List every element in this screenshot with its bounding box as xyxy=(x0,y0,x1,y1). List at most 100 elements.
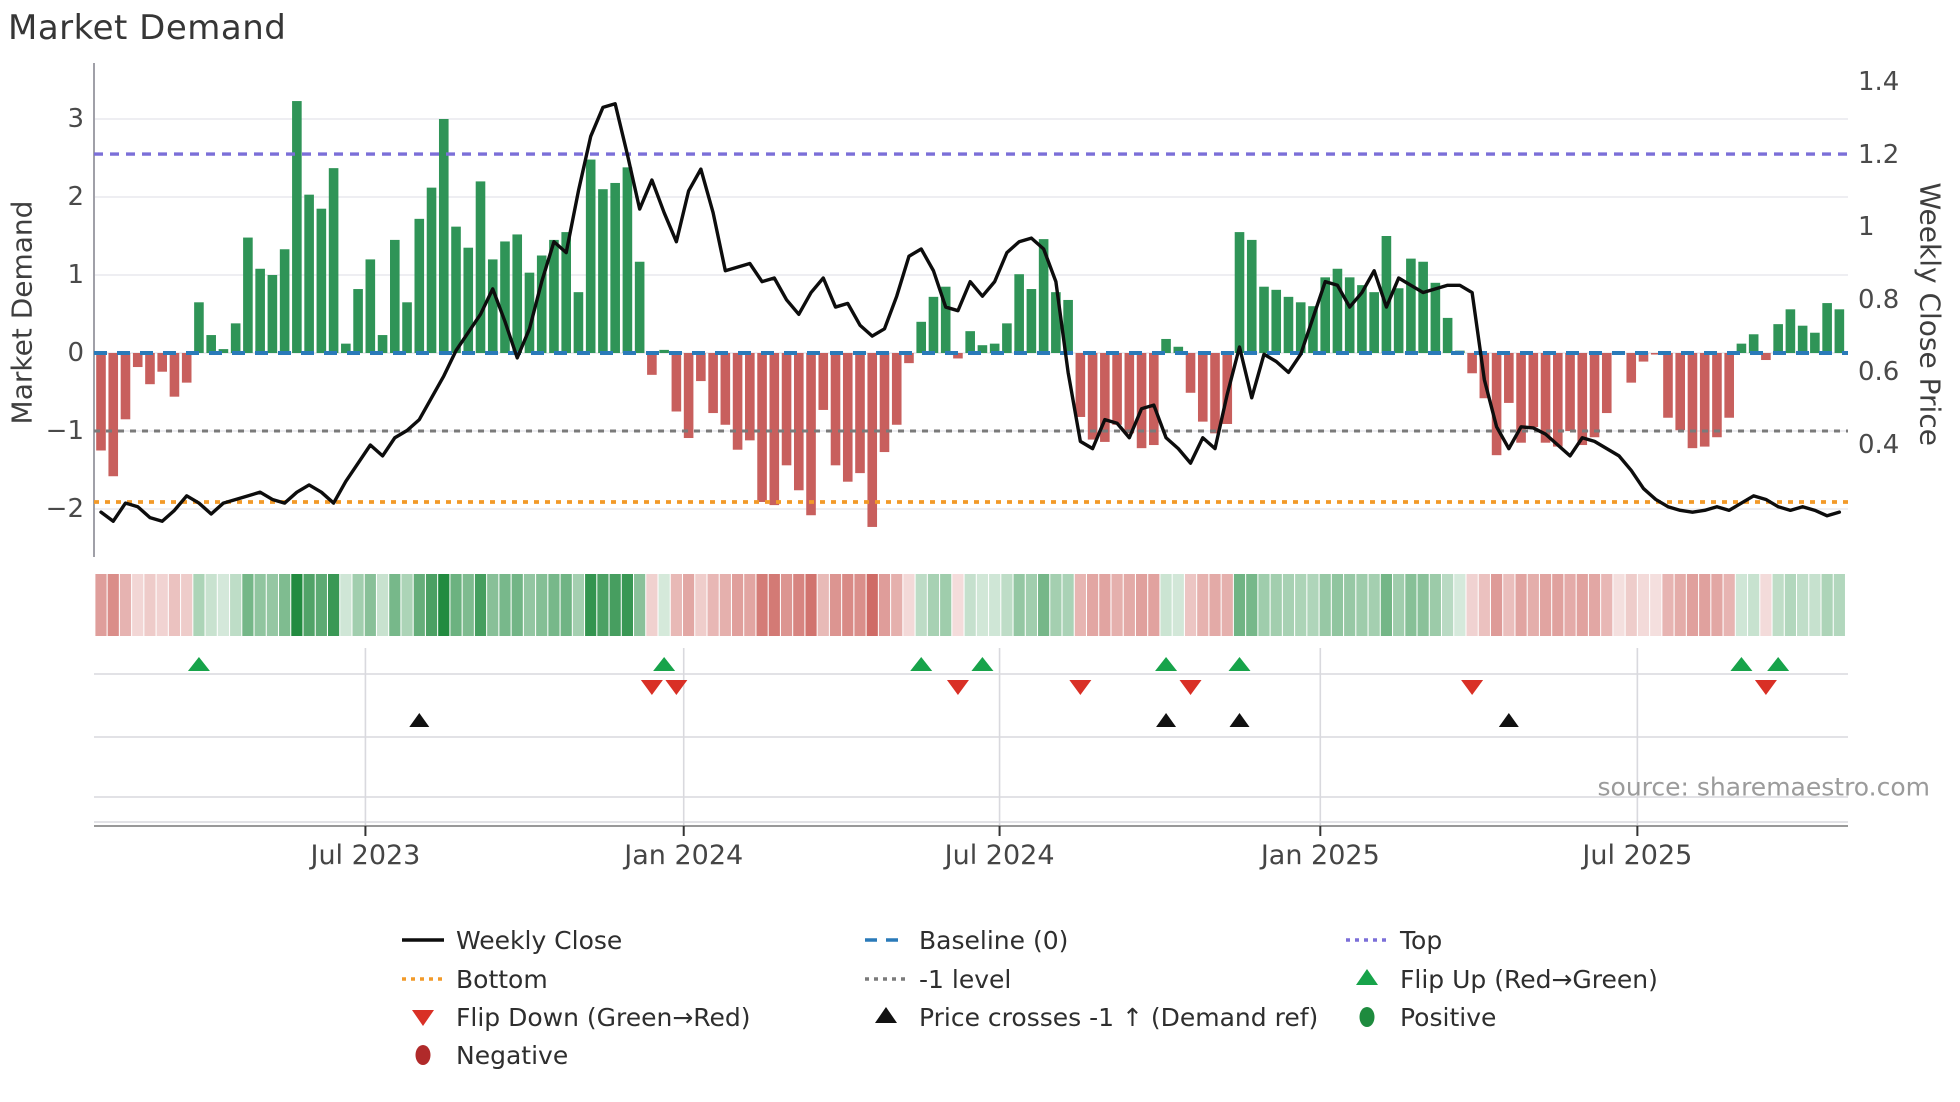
price-cross-marker-icon xyxy=(409,713,430,727)
flip-up-marker-icon xyxy=(1730,657,1753,671)
heatmap-cell xyxy=(793,574,805,636)
flip-up-marker-icon xyxy=(653,657,676,671)
heatmap-cell xyxy=(1576,574,1588,636)
heatmap-cell xyxy=(1393,574,1405,636)
heatmap-cell xyxy=(1735,574,1748,636)
heatmap-cell xyxy=(438,574,450,636)
heatmap-cell xyxy=(1148,574,1160,636)
heatmap-cell xyxy=(719,574,731,636)
heatmap-cell xyxy=(315,574,327,636)
heatmap-cell xyxy=(817,574,829,636)
heatmap-cell xyxy=(927,574,940,636)
flip-up-marker-icon xyxy=(1155,657,1178,671)
right-tick-label: 1.4 xyxy=(1858,67,1900,97)
left-tick-label: 0 xyxy=(67,338,84,368)
legend-label: -1 level xyxy=(919,964,1012,994)
demand-bar xyxy=(1675,353,1686,431)
heatmap-cell xyxy=(1711,574,1723,636)
legend-item-price-crosses-1-demand-ref: Price crosses -1 ↑ (Demand ref) xyxy=(863,1002,1318,1032)
legend-item-bottom: Bottom xyxy=(400,964,548,994)
legend-label: Baseline (0) xyxy=(919,925,1069,955)
x-tick-label: Jan 2025 xyxy=(1260,840,1380,871)
heatmap-cell xyxy=(915,574,927,636)
heatmap-cell xyxy=(254,574,266,636)
legend-marker xyxy=(400,1003,446,1031)
demand-bar xyxy=(377,335,388,353)
heatmap-cell xyxy=(168,574,181,636)
x-tick-label: Jul 2023 xyxy=(310,840,421,871)
demand-bar xyxy=(940,286,951,353)
heatmap-cell xyxy=(1478,574,1490,636)
demand-bar xyxy=(1712,353,1722,438)
demand-bar xyxy=(1528,353,1539,428)
demand-bar xyxy=(414,218,425,353)
weekly-close-line xyxy=(99,102,1842,523)
heatmap-cell xyxy=(1380,574,1393,636)
heatmap-cell xyxy=(585,574,597,636)
demand-bar xyxy=(1516,353,1526,443)
legend-item-1-level: -1 level xyxy=(863,964,1011,994)
heatmap-cell xyxy=(401,574,413,636)
legend-tri-up-icon xyxy=(875,1007,897,1023)
demand-bar xyxy=(353,289,363,353)
demand-bar xyxy=(1246,239,1257,353)
heatmap-cell xyxy=(1833,574,1845,636)
heatmap-cell xyxy=(1466,574,1478,636)
demand-bar xyxy=(818,353,829,410)
demand-bar xyxy=(1075,353,1086,417)
heatmap-cell xyxy=(1062,574,1074,636)
heatmap-cell xyxy=(107,574,119,636)
left-axis-title: Market Demand xyxy=(5,200,39,425)
left-tick-label: −1 xyxy=(45,416,84,446)
demand-bar xyxy=(757,353,767,502)
demand-bar xyxy=(732,353,743,450)
demand-bar xyxy=(279,249,290,353)
demand-bar xyxy=(781,353,792,466)
legend-marker xyxy=(400,926,446,954)
heatmap-cell xyxy=(952,574,964,636)
demand-bar xyxy=(169,353,180,397)
demand-bar xyxy=(1699,353,1710,447)
right-tick-label: 0.6 xyxy=(1858,357,1900,388)
heatmap-cell xyxy=(1821,574,1833,636)
heatmap-cell xyxy=(621,574,634,636)
demand-bar xyxy=(659,349,669,353)
demand-bar xyxy=(1467,353,1477,374)
heatmap-cell xyxy=(891,574,903,636)
demand-bar xyxy=(1577,353,1588,446)
demand-bar xyxy=(451,226,461,353)
heatmap-cell xyxy=(1564,574,1576,636)
heatmap-cell xyxy=(768,574,780,636)
heatmap-cell xyxy=(609,574,621,636)
heatmap-cell xyxy=(1184,574,1197,636)
heatmap-cell xyxy=(903,574,915,636)
heatmap-cell xyxy=(1356,574,1368,636)
heatmap-cell xyxy=(597,574,609,636)
heatmap-cell xyxy=(1625,574,1637,636)
heatmap-cell xyxy=(279,574,291,636)
demand-bar xyxy=(1724,353,1734,418)
heatmap-cell xyxy=(1233,574,1246,636)
flip-up-marker-icon xyxy=(1767,657,1790,671)
legend-dots-icon xyxy=(402,977,444,981)
demand-bar xyxy=(708,353,718,414)
heatmap-cell xyxy=(1662,574,1674,636)
demand-bar xyxy=(634,261,645,353)
heatmap-cell xyxy=(940,574,952,636)
heatmap-cell xyxy=(1246,574,1258,636)
heatmap-cell xyxy=(230,574,242,636)
demand-bar xyxy=(855,353,865,474)
legend-label: Price crosses -1 ↑ (Demand ref) xyxy=(919,1002,1319,1032)
demand-bar xyxy=(622,167,633,353)
demand-bar xyxy=(524,272,535,353)
right-tick-label: 1.2 xyxy=(1858,139,1900,170)
demand-bar xyxy=(573,292,584,353)
heatmap-cell xyxy=(1637,574,1650,636)
price-cross-marker-icon xyxy=(1498,713,1519,727)
heatmap-cell xyxy=(731,574,744,636)
legend-tri-up-icon xyxy=(1356,969,1378,985)
demand-bar xyxy=(1552,353,1563,447)
heatmap-cell xyxy=(156,574,168,636)
demand-bar xyxy=(953,353,963,359)
heatmap-cell xyxy=(646,574,658,636)
